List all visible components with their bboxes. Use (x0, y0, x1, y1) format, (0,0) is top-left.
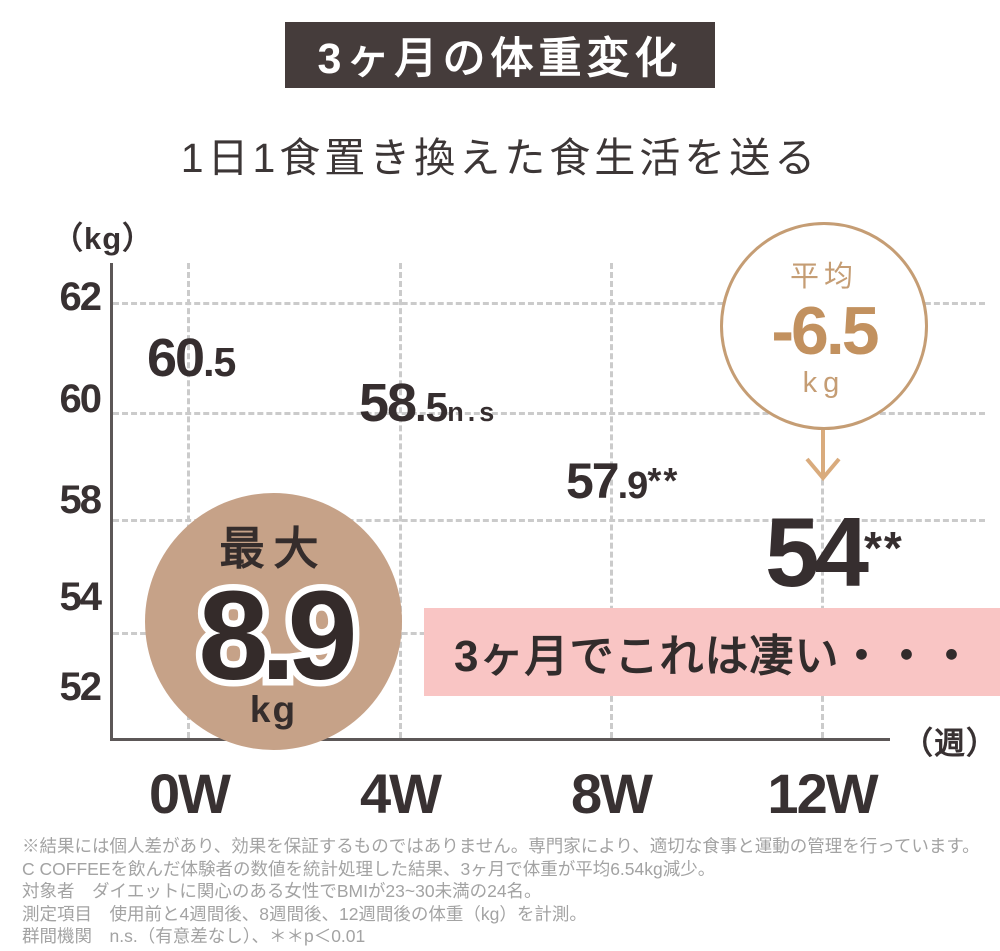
footnote-line: 群間機関 n.s.（有意差なし）、＊＊p＜0.01 (22, 926, 366, 947)
gridline-h-62 (113, 302, 985, 305)
chart-subtitle: 1日1食置き換えた食生活を送る (180, 135, 820, 181)
average-unit: kg (802, 366, 846, 399)
x-tick-label: 8W (571, 762, 653, 825)
average-loss-badge: 平均 -6.5 kg (720, 222, 928, 430)
average-value: -6.5 (771, 292, 879, 369)
page-title-text: 3ヶ月の体重変化 (317, 35, 683, 83)
max-label: 最大 (219, 523, 328, 574)
x-tick-label: 12W (767, 762, 878, 825)
x-tick-label: 0W (149, 762, 231, 825)
y-tick-label: 54 (59, 575, 103, 619)
y-tick-label: 52 (59, 665, 103, 709)
gridline-h-58 (113, 519, 985, 522)
x-tick-label: 4W (360, 762, 442, 825)
data-value-decimal: .5 (415, 384, 448, 430)
max-unit: kg (249, 689, 298, 730)
footnote-line: 測定項目 使用前と4週間後、8週間後、12週間後の体重（kg）を計測。 (22, 903, 587, 924)
gridline-v-12w (821, 263, 824, 738)
data-value: 60 (147, 328, 205, 388)
max-value-figure: 8.9 (191, 559, 367, 713)
gridline-v-8w (610, 263, 613, 738)
arrow-down-icon (805, 430, 841, 482)
gridline-v-4w (399, 263, 402, 738)
data-point-label-4w: 58.5n.s (359, 376, 498, 430)
significance-mark: n.s (447, 397, 499, 427)
y-axis-unit-label: （kg） (52, 221, 155, 256)
highlight-banner: 3ヶ月でこれは凄い・・・ (424, 608, 1000, 696)
data-value-decimal: .5 (203, 339, 236, 385)
significance-mark: ** (647, 460, 680, 501)
data-point-label-12w: 54** (765, 503, 904, 601)
gridline-v-0w (187, 263, 190, 738)
data-value-decimal: .9 (617, 465, 649, 507)
page-title: 3ヶ月の体重変化 (285, 22, 715, 88)
data-point-label-0w: 60.5 (147, 328, 236, 388)
data-value: 57 (566, 453, 620, 509)
highlight-text: 3ヶ月でこれは凄い・・・ (454, 632, 975, 681)
data-point-label-8w: 57.9** (566, 456, 679, 506)
y-tick-label: 62 (59, 275, 103, 319)
footnote-line: C COFFEEを飲んだ体験者の数値を統計処理した結果、3ヶ月で体重が平均6.5… (22, 858, 716, 879)
x-axis-unit-label: （週） (902, 726, 998, 761)
y-axis-line (110, 263, 113, 741)
footnote-line: ※結果には個人差があり、効果を保証するものではありません。専門家により、適切な食… (22, 836, 980, 856)
max-loss-badge: 最大 8.9 kg (145, 493, 402, 750)
max-value: 8.9 (198, 565, 353, 706)
gridline-h-60 (113, 412, 985, 415)
data-value: 54 (765, 497, 869, 607)
x-axis-line (110, 738, 890, 741)
y-tick-label: 58 (59, 478, 103, 522)
y-tick-label: 60 (59, 377, 103, 421)
significance-mark: ** (864, 522, 904, 574)
footnotes: ※結果には個人差があり、効果を保証するものではありません。専門家により、適切な食… (22, 835, 998, 948)
data-value: 58 (359, 373, 417, 433)
average-label: 平均 (789, 260, 858, 293)
footnote-line: 対象者 ダイエットに関心のある女性でBMIが23~30未満の24名。 (22, 881, 542, 902)
